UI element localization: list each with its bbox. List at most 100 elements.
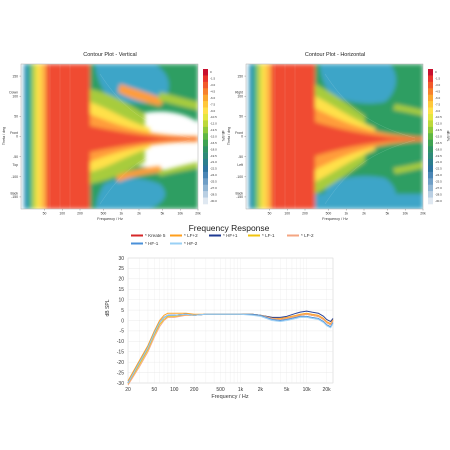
contour-horizontal-ylabel: Theta / deg [227, 127, 231, 145]
colorbar-swatch [203, 139, 208, 147]
colorbar-swatch [203, 69, 208, 76]
colorbar-tick-label: -19.5 [210, 154, 217, 158]
colorbar-swatch [428, 133, 433, 141]
y-tick-label: 50 [239, 115, 243, 119]
x-tick-label: 100 [284, 212, 290, 216]
colorbar-tick-label: -1.5 [435, 77, 441, 81]
x-tick-label: 2k [362, 212, 366, 216]
colorbar-swatch [428, 159, 433, 166]
colorbar-swatch [428, 171, 433, 179]
colorbar-tick-label: -28.5 [435, 192, 442, 196]
colorbar-swatch [203, 81, 208, 89]
colorbar-tick-label: -4.5 [435, 90, 441, 94]
frequency-response-grid [127, 257, 334, 384]
colorbar-tick-label: -9.0 [210, 109, 216, 113]
colorbar-tick-label: -7.5 [210, 102, 216, 106]
legend-label: * HF-2 [184, 241, 198, 246]
colorbar-tick-label: -6.0 [210, 96, 216, 100]
colorbar-tick-label: -19.5 [435, 154, 442, 158]
y-tick-label: -15 [117, 350, 124, 356]
y-tick-label: 100 [237, 94, 243, 98]
x-tick-label: 20k [323, 387, 332, 393]
legend-label: * Kreate 5 [145, 233, 166, 238]
x-tick-label: 10k [303, 387, 312, 393]
y-annotation: Back [235, 191, 243, 195]
y-tick-label: -50 [13, 155, 18, 159]
legend-label: * HF-1 [145, 241, 159, 246]
contour-vertical-title: Contour Plot - Vertical [83, 52, 137, 58]
colorbar-swatch [203, 152, 208, 160]
legend-label: * HF+1 [223, 233, 238, 238]
colorbar-tick-label: 0 [210, 70, 212, 74]
y-tick-label: 30 [118, 256, 124, 262]
contour-horizontal-x-axis: 50 100 200 500 1k 2k 5k 10k 20k [245, 63, 426, 216]
contour-vertical-ylabel: Theta / deg [2, 127, 6, 145]
contour-horizontal-title: Contour Plot - Horizontal [305, 52, 365, 58]
y-tick-label: 150 [12, 74, 18, 78]
frequency-response-series [127, 310, 334, 386]
x-tick-label: 500 [326, 212, 332, 216]
colorbar-swatch [203, 126, 208, 134]
colorbar-tick-label: -13.5 [435, 128, 442, 132]
colorbar-tick-label: -24.0 [435, 173, 442, 177]
x-tick-label: 100 [170, 387, 179, 393]
colorbar-swatch [428, 184, 433, 192]
x-tick-label: 50 [43, 212, 47, 216]
colorbar-tick-label: -30.0 [210, 199, 217, 203]
legend-label: * LF+2 [184, 233, 198, 238]
colorbar-tick-label: -4.5 [210, 90, 216, 94]
colorbar-tick-label: -16.5 [435, 141, 442, 145]
colorbar-swatch [203, 191, 208, 198]
colorbar-swatch [203, 159, 208, 166]
x-tick-label: 200 [190, 387, 199, 393]
y-tick-label: -20 [117, 360, 124, 366]
series-line [127, 313, 334, 384]
colorbar-swatch [428, 75, 433, 83]
colorbar-tick-label: -3.0 [210, 83, 216, 87]
colorbar-swatch [428, 165, 433, 173]
x-tick-label: 5k [386, 212, 390, 216]
x-tick-label: 500 [101, 212, 107, 216]
y-tick-label: 5 [121, 308, 124, 314]
x-tick-label: 2k [137, 212, 141, 216]
y-annotation: Front [10, 131, 18, 135]
colorbar-swatch [428, 114, 433, 121]
x-tick-label: 20k [420, 212, 426, 216]
colorbar-tick-label: -27.0 [210, 186, 217, 190]
plot-frame [245, 63, 424, 210]
colorbar-tick-label: -24.0 [210, 173, 217, 177]
x-tick-label: 5k [284, 387, 290, 393]
y-tick-label: 0 [241, 135, 243, 139]
y-tick-label: 15 [118, 287, 124, 293]
colorbar-label: dB SPL [221, 131, 225, 142]
contour-vertical-y-axis: 150 100 50 0 -50 -100 -150 Down Front Top Back [9, 74, 21, 199]
y-tick-label: -100 [236, 175, 243, 179]
colorbar-tick-label: -16.5 [210, 141, 217, 145]
colorbar-swatch [428, 107, 433, 115]
colorbar-tick-label: -25.5 [435, 180, 442, 184]
colorbar-tick-label: -18.0 [435, 147, 442, 151]
contour-vertical-plot: Contour Plot - Vertical [2, 52, 225, 221]
contour-vertical-x-axis: 50 100 200 500 1k 2k 5k 10k 20k [20, 63, 201, 216]
colorbar-swatch [428, 139, 433, 147]
y-tick-label: 10 [118, 297, 124, 303]
colorbar-tick-label: -18.0 [210, 147, 217, 151]
x-tick-label: 500 [216, 387, 225, 393]
x-tick-label: 1k [238, 387, 244, 393]
colorbar-swatch [428, 191, 433, 198]
colorbar-tick-label: -22.5 [210, 167, 217, 171]
y-tick-label: 20 [118, 277, 124, 283]
colorbar-tick-label: -30.0 [435, 199, 442, 203]
contour-horizontal-y-axis: 150 100 50 0 -50 -100 -150 Right Front Left Back [235, 74, 246, 199]
colorbar-swatch [428, 88, 433, 96]
contour-horizontal-colorbar: 0 -1.5 -3.0 -4.5 -6.0 -7.5 -9.0 -10.5 -12.0 -13.5… [428, 69, 450, 205]
colorbar-tick-label: -12.0 [210, 122, 217, 126]
colorbar-swatch [428, 197, 433, 205]
frequency-response-title: Frequency Response [189, 223, 270, 233]
colorbar-swatch [203, 75, 208, 83]
colorbar-swatch [203, 120, 208, 128]
colorbar-swatch [203, 184, 208, 192]
colorbar-tick-label: -6.0 [435, 96, 441, 100]
colorbar-swatch [203, 197, 208, 205]
